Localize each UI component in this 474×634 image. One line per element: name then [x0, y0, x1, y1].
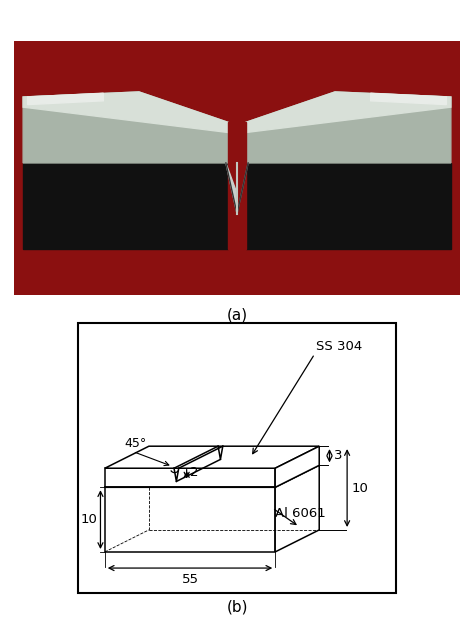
Polygon shape: [105, 465, 319, 488]
Text: 45°: 45°: [125, 437, 147, 450]
Polygon shape: [105, 446, 319, 469]
Polygon shape: [371, 93, 447, 105]
Polygon shape: [275, 465, 319, 552]
Text: SS 304: SS 304: [316, 340, 363, 353]
Polygon shape: [246, 92, 451, 133]
Polygon shape: [23, 163, 228, 249]
Text: 2: 2: [190, 466, 199, 479]
Bar: [228, 122, 246, 249]
Polygon shape: [226, 163, 237, 214]
Text: 55: 55: [182, 573, 199, 586]
Text: (b): (b): [226, 599, 248, 614]
Polygon shape: [237, 163, 248, 214]
Polygon shape: [246, 92, 451, 163]
Polygon shape: [105, 488, 275, 552]
Polygon shape: [23, 92, 228, 163]
Text: (a): (a): [227, 307, 247, 323]
Text: 10: 10: [352, 482, 368, 495]
Polygon shape: [105, 469, 275, 488]
Text: Al 6061: Al 6061: [275, 507, 326, 521]
Polygon shape: [246, 163, 451, 249]
Polygon shape: [23, 92, 228, 133]
Polygon shape: [27, 93, 103, 105]
Polygon shape: [275, 446, 319, 488]
Text: 10: 10: [80, 513, 97, 526]
Text: 3: 3: [334, 450, 342, 462]
